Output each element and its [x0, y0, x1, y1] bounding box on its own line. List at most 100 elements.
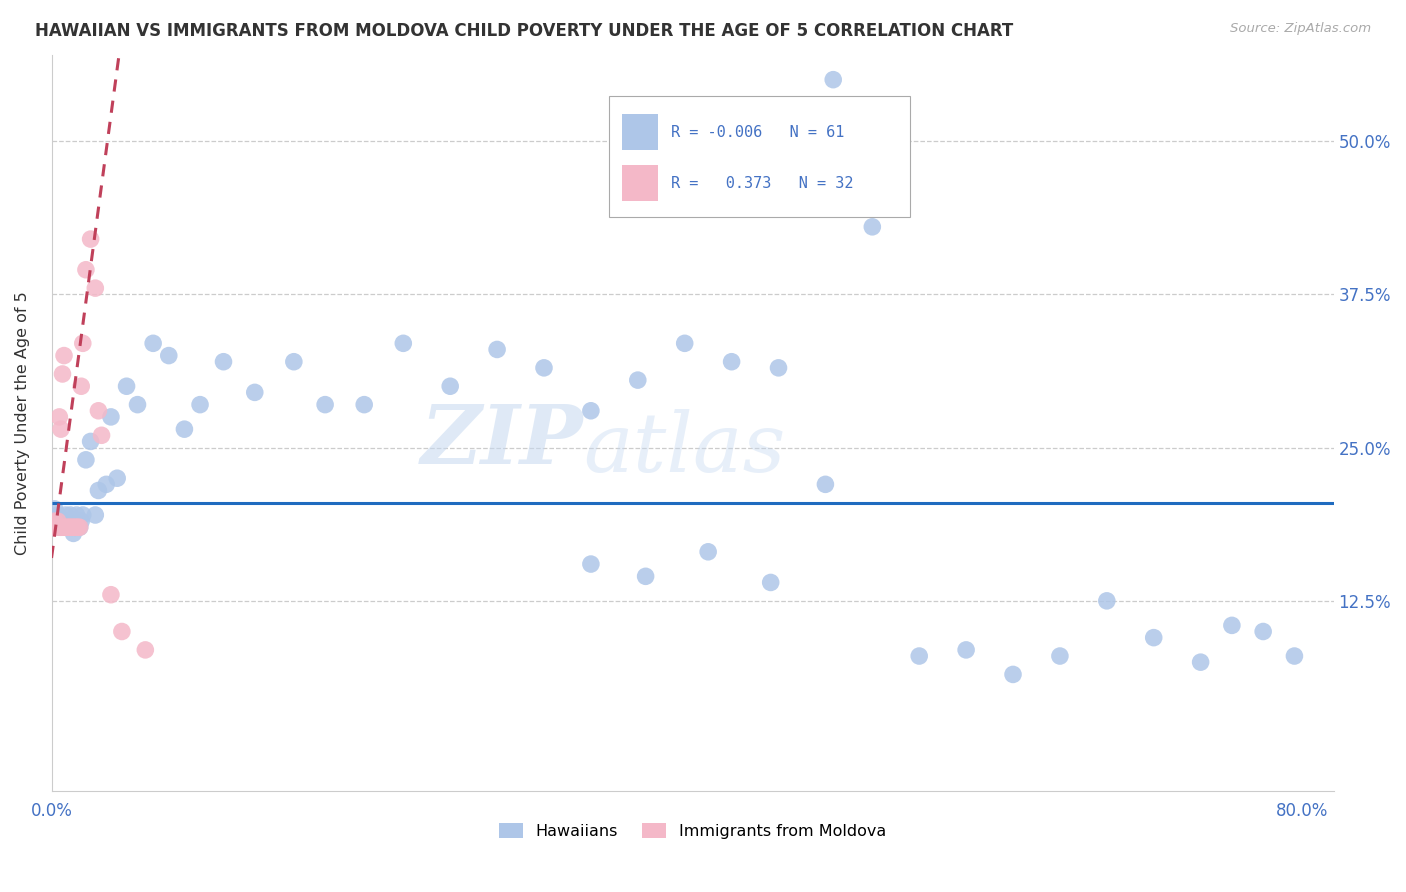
Point: [75, 262, 97, 277]
Point: [58, 514, 80, 528]
Point: [69, 520, 91, 534]
Point: [212, 355, 235, 369]
Point: [283, 355, 305, 369]
Point: [46, 514, 69, 528]
Bar: [609, 95, 911, 217]
Point: [87, 483, 110, 498]
Point: [67, 514, 90, 528]
Point: [768, 360, 790, 375]
Point: [63, 520, 86, 534]
Point: [84, 281, 107, 295]
Point: [1251, 624, 1274, 639]
Point: [955, 643, 977, 657]
Point: [127, 398, 149, 412]
Point: [90, 428, 112, 442]
Point: [579, 557, 602, 571]
Point: [48, 409, 70, 424]
Point: [100, 409, 122, 424]
Point: [60, 520, 83, 534]
Point: [58, 520, 80, 534]
Point: [1284, 648, 1306, 663]
Point: [697, 545, 720, 559]
Point: [579, 404, 602, 418]
Legend: Hawaiians, Immigrants from Moldova: Hawaiians, Immigrants from Moldova: [492, 817, 893, 846]
Point: [70, 379, 93, 393]
Point: [634, 569, 657, 583]
Point: [860, 219, 883, 234]
Point: [142, 336, 165, 351]
Point: [87, 404, 110, 418]
Point: [314, 398, 336, 412]
Text: ZIP: ZIP: [420, 401, 583, 482]
Point: [51, 367, 73, 381]
Point: [67, 520, 90, 534]
Point: [1049, 648, 1071, 663]
Point: [51, 520, 73, 534]
Point: [53, 520, 76, 534]
Point: [72, 508, 94, 522]
Point: [72, 336, 94, 351]
Point: [49, 422, 72, 436]
Point: [533, 360, 555, 375]
Point: [720, 355, 742, 369]
Point: [173, 422, 195, 436]
Point: [1220, 618, 1243, 632]
Point: [439, 379, 461, 393]
Point: [65, 520, 87, 534]
Point: [65, 508, 87, 522]
Text: R = -0.006   N = 61: R = -0.006 N = 61: [671, 125, 844, 139]
Point: [46, 508, 69, 522]
Point: [53, 349, 76, 363]
Point: [62, 520, 84, 534]
Point: [44, 514, 66, 528]
Point: [44, 501, 66, 516]
Text: R =   0.373   N = 32: R = 0.373 N = 32: [671, 176, 853, 191]
Point: [243, 385, 266, 400]
Point: [105, 471, 128, 485]
Point: [759, 575, 782, 590]
Point: [84, 508, 107, 522]
Point: [486, 343, 509, 357]
Point: [42, 520, 65, 534]
Point: [392, 336, 415, 351]
Point: [79, 232, 101, 246]
Y-axis label: Child Poverty Under the Age of 5: Child Poverty Under the Age of 5: [15, 291, 30, 555]
Point: [1001, 667, 1024, 681]
Point: [134, 643, 156, 657]
Point: [884, 183, 907, 197]
Point: [53, 514, 76, 528]
Point: [115, 379, 138, 393]
Text: HAWAIIAN VS IMMIGRANTS FROM MOLDOVA CHILD POVERTY UNDER THE AGE OF 5 CORRELATION: HAWAIIAN VS IMMIGRANTS FROM MOLDOVA CHIL…: [35, 22, 1014, 40]
Bar: [621, 165, 658, 202]
Point: [49, 520, 72, 534]
Point: [62, 526, 84, 541]
Point: [55, 520, 77, 534]
Text: Source: ZipAtlas.com: Source: ZipAtlas.com: [1230, 22, 1371, 36]
Point: [70, 514, 93, 528]
Point: [75, 452, 97, 467]
Point: [908, 648, 931, 663]
Point: [69, 520, 91, 534]
Point: [59, 520, 82, 534]
Point: [59, 508, 82, 522]
Point: [627, 373, 650, 387]
Point: [1189, 655, 1212, 669]
Text: atlas: atlas: [583, 409, 786, 489]
Point: [55, 508, 77, 522]
Point: [1095, 594, 1118, 608]
Point: [56, 520, 79, 534]
Point: [353, 398, 375, 412]
Point: [49, 520, 72, 534]
Point: [48, 520, 70, 534]
Point: [63, 520, 86, 534]
Point: [823, 72, 845, 87]
Point: [100, 588, 122, 602]
Point: [79, 434, 101, 449]
Point: [673, 336, 696, 351]
Point: [45, 520, 67, 534]
Point: [814, 477, 837, 491]
Point: [60, 520, 83, 534]
Point: [188, 398, 211, 412]
Bar: [621, 114, 658, 150]
Point: [111, 624, 134, 639]
